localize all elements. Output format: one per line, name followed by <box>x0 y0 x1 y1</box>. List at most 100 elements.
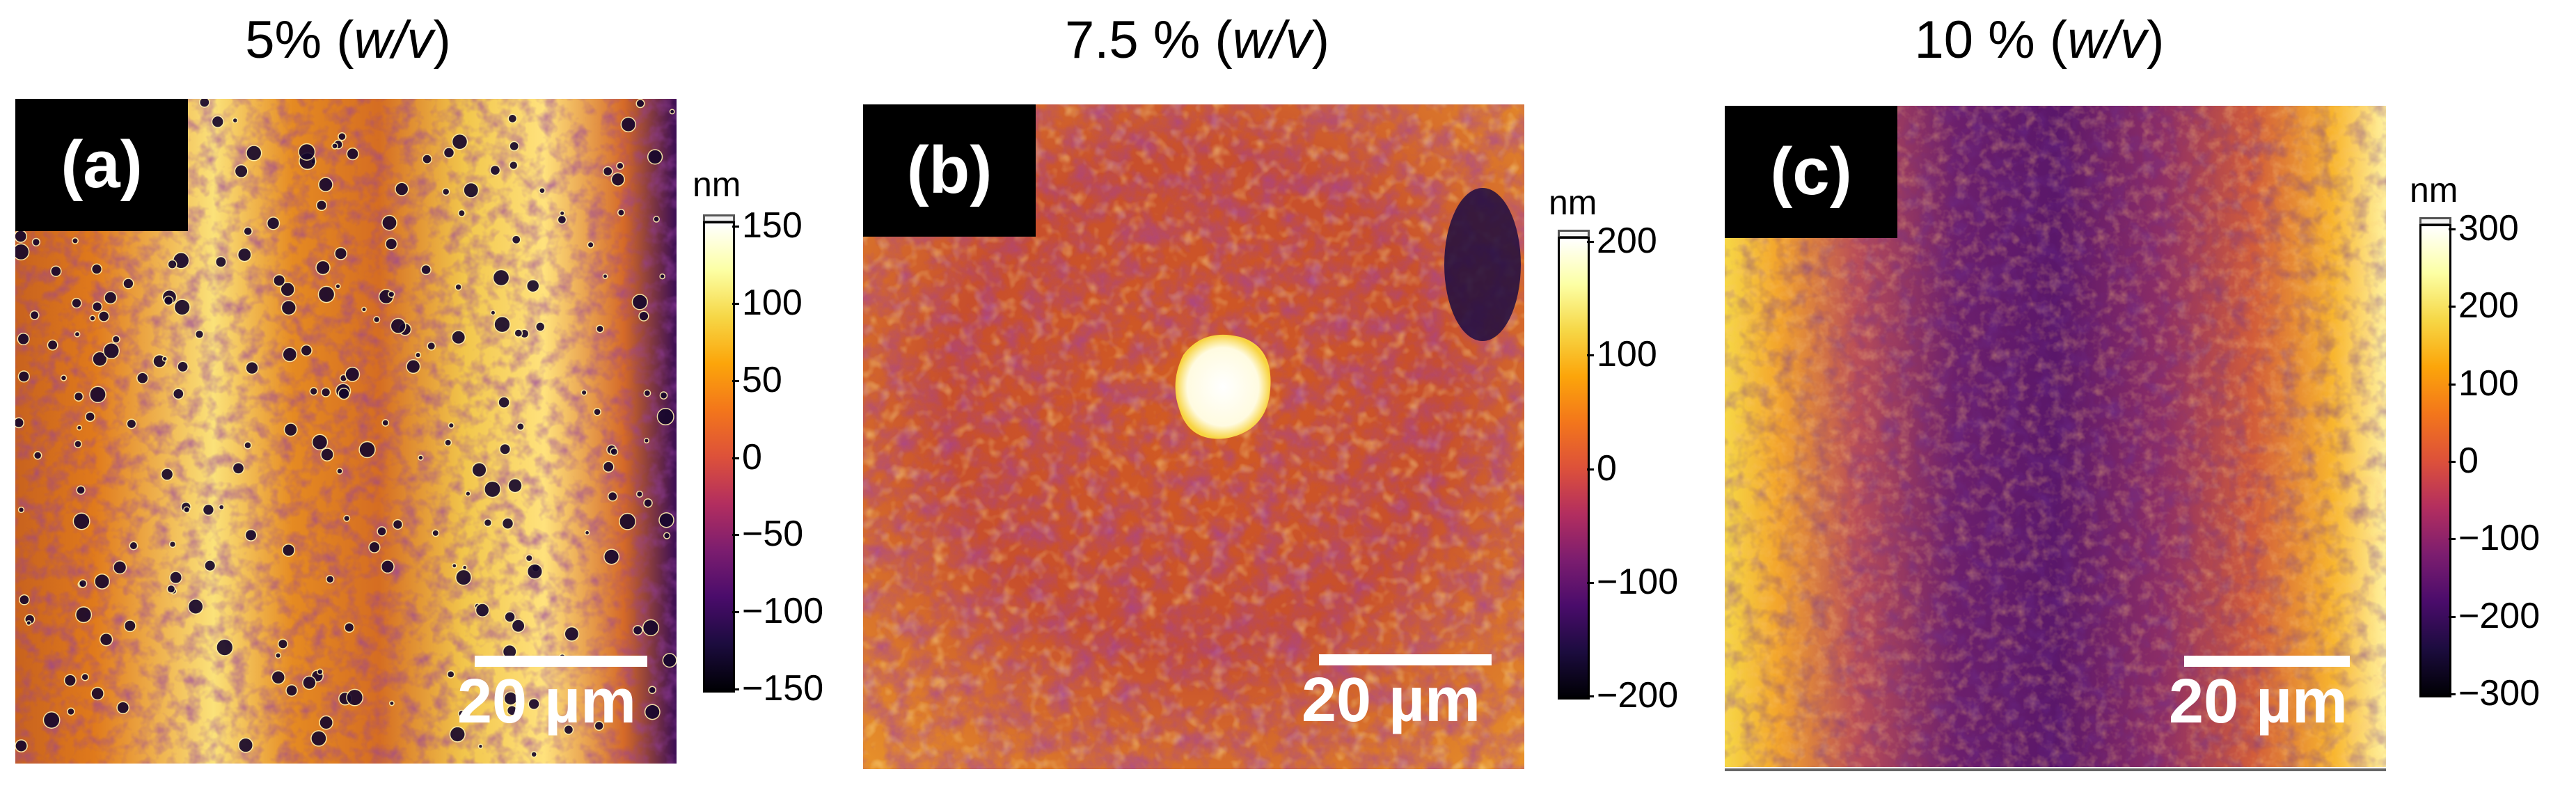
surface-pit <box>441 187 450 196</box>
colorbar-a-tick-mark <box>732 379 739 382</box>
surface-pit <box>74 440 82 448</box>
colorbar-b-tick-label: 0 <box>1597 448 1617 489</box>
surface-pit <box>465 491 471 497</box>
surface-pit <box>503 691 518 706</box>
surface-pit <box>73 391 84 402</box>
surface-pit <box>659 391 668 400</box>
surface-pit <box>483 518 493 528</box>
surface-pit <box>310 730 327 747</box>
surface-pit <box>90 263 103 275</box>
surface-pit <box>266 216 280 230</box>
colorbar-c-tick-mark <box>2449 306 2456 308</box>
surface-pit <box>461 564 468 571</box>
surface-pit <box>335 283 341 290</box>
surface-pit <box>449 726 466 743</box>
surface-pit <box>471 462 487 478</box>
surface-pit <box>317 668 324 675</box>
surface-pit <box>361 306 367 313</box>
surface-pit <box>446 670 455 679</box>
surface-pit <box>511 619 526 633</box>
surface-pit <box>277 638 288 649</box>
surface-pit <box>593 407 601 416</box>
surface-pit <box>15 243 30 261</box>
surface-pit <box>89 386 106 404</box>
surface-pit <box>631 294 648 310</box>
surface-pit <box>204 560 216 572</box>
afm-image-c: (c) 20 µm <box>1725 106 2386 767</box>
surface-pit <box>427 341 436 351</box>
afm-image-a: (a) 20 µm <box>15 99 677 764</box>
surface-pit <box>320 448 334 461</box>
surface-pit <box>78 579 88 588</box>
surface-pit <box>74 331 81 338</box>
surface-pit <box>29 310 40 320</box>
afm-image-b: (b) 20 µm <box>863 104 1524 769</box>
surface-pit <box>198 99 210 108</box>
surface-pit <box>498 396 510 409</box>
surface-pit <box>463 182 480 198</box>
surface-pit <box>173 299 191 316</box>
surface-pit <box>346 688 364 706</box>
surface-pit <box>19 594 30 606</box>
surface-pit <box>89 315 96 322</box>
surface-pit <box>632 625 643 635</box>
colorbar-a-tick-label: −50 <box>742 514 804 555</box>
colorbar-c-tick-label: 300 <box>2458 208 2519 248</box>
surface-pit <box>167 259 177 269</box>
scale-bar-c <box>2184 656 2350 667</box>
surface-pit <box>300 344 313 357</box>
surface-pit <box>214 255 227 268</box>
surface-pit <box>194 329 205 339</box>
surface-pit <box>320 387 331 397</box>
surface-pit <box>455 283 462 291</box>
surface-pit <box>177 361 189 373</box>
surface-pit <box>539 187 546 194</box>
scale-label-a: 20 µm <box>457 667 636 736</box>
surface-pit <box>457 709 466 718</box>
colorbar-b-tick-label: −100 <box>1597 561 1679 602</box>
surface-pit <box>94 573 111 590</box>
colorbar-a-tick-mark <box>732 302 739 305</box>
surface-pit <box>507 478 523 493</box>
surface-pit <box>658 512 674 528</box>
surface-pit <box>526 563 543 580</box>
surface-pit <box>281 543 296 558</box>
surface-pit <box>368 541 381 553</box>
surface-pit <box>385 237 398 251</box>
surface-pit <box>455 569 472 586</box>
surface-pit <box>123 278 134 290</box>
surface-pit <box>420 264 432 276</box>
surface-pit <box>31 237 41 247</box>
colorbar-c-tick-mark <box>2449 461 2456 463</box>
surface-pit <box>381 214 397 231</box>
surface-pit <box>653 216 660 223</box>
colorbar-c-tick-mark <box>2449 228 2456 230</box>
surface-pit <box>72 237 79 244</box>
colorbar-a-tick-mark <box>732 688 739 690</box>
surface-pit <box>501 517 514 530</box>
colorbar-a-tick-mark <box>732 226 739 228</box>
surface-pit <box>358 441 376 459</box>
surface-pit <box>602 461 615 473</box>
surface-pit <box>15 230 28 243</box>
surface-pit <box>507 113 518 124</box>
surface-pit <box>50 265 62 277</box>
scale-label-b: 20 µm <box>1302 665 1480 735</box>
colorbar-c-tick-mark <box>2449 538 2456 541</box>
surface-pit <box>669 109 675 115</box>
surface-pit <box>245 361 259 375</box>
surface-pit <box>484 480 501 498</box>
surface-pit <box>168 540 177 548</box>
surface-pit <box>643 389 651 397</box>
surface-pit <box>273 274 286 287</box>
surface-pit <box>432 529 440 537</box>
surface-pit <box>602 166 613 177</box>
surface-pit <box>71 297 82 309</box>
surface-pit <box>643 498 653 508</box>
surface-pit <box>60 374 68 381</box>
surface-pit <box>47 339 58 351</box>
surface-pit <box>129 541 139 551</box>
surface-pit <box>448 422 455 429</box>
surface-pit <box>635 99 645 109</box>
surface-pit <box>232 461 245 475</box>
